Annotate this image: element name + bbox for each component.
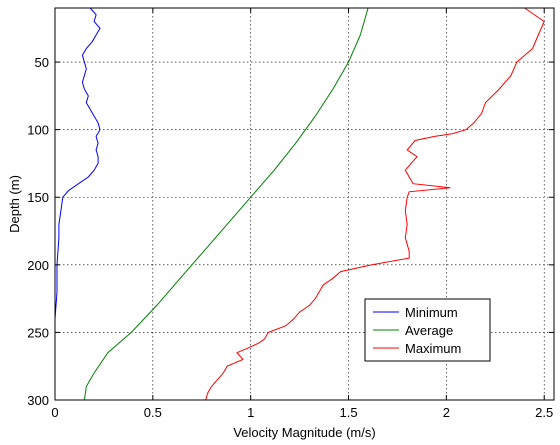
grid	[55, 8, 554, 400]
legend: Minimum Average Maximum	[364, 298, 491, 362]
tick-marks	[54, 8, 554, 401]
x-tick-label: 0.5	[144, 405, 162, 420]
series-line-average	[83, 7, 369, 401]
series-line-minimum	[54, 7, 101, 400]
x-tick-label: 1	[247, 405, 254, 420]
x-tick-label: 2.5	[535, 405, 553, 420]
x-axis-label: Velocity Magnitude (m/s)	[233, 425, 375, 440]
y-tick-label: 50	[35, 55, 49, 70]
x-tick-label: 0	[51, 405, 58, 420]
y-tick-label: 100	[27, 123, 49, 138]
y-tick-label: 250	[27, 325, 49, 340]
legend-entry: Maximum	[405, 341, 461, 356]
y-tick-label: 150	[27, 190, 49, 205]
y-axis-label: Depth (m)	[7, 175, 22, 233]
y-tick-label: 300	[27, 393, 49, 408]
series-lines	[54, 7, 545, 401]
legend-entry: Minimum	[405, 305, 458, 320]
y-tick-label: 200	[27, 258, 49, 273]
x-tick-label: 1.5	[339, 405, 357, 420]
legend-entry: Average	[405, 323, 453, 338]
series-line-maximum	[205, 7, 545, 401]
plot-frame	[54, 7, 555, 401]
y-tick-labels: 50 100 150 200 250 300	[27, 55, 49, 408]
x-tick-label: 2	[443, 405, 450, 420]
x-tick-labels: 0 0.5 1 1.5 2 2.5	[51, 405, 553, 420]
